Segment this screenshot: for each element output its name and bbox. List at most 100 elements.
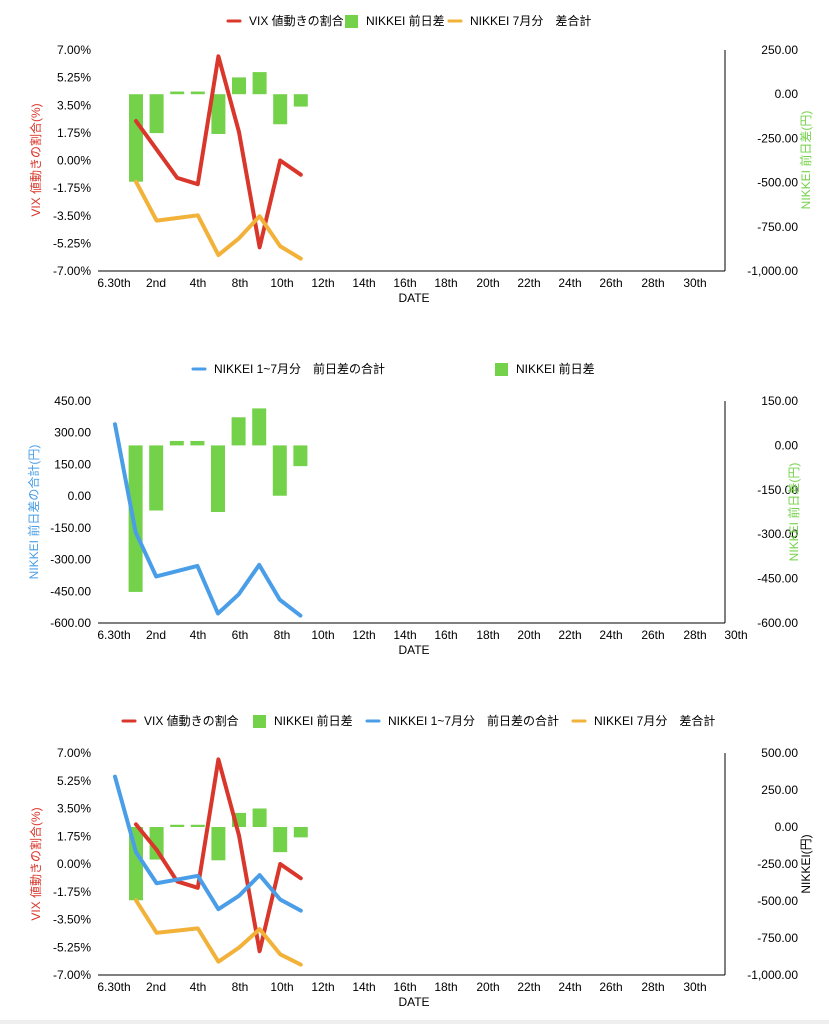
x-axis-title: DATE [398,995,429,1009]
y-left-tick-label: -600.00 [50,616,91,630]
y-left-tick-label: 450.00 [54,394,91,408]
x-axis-title: DATE [398,291,429,305]
x-tick-label: 28th [683,628,706,642]
x-tick-label: 14th [352,980,375,994]
bar-nikkei-diff [252,808,267,827]
x-axis-title: DATE [398,643,429,657]
x-tick-label: 26th [641,628,664,642]
x-tick-label: 2nd [146,980,166,994]
chart-3: VIX 値動きの割合 NIKKEI 前日差 NIKKEI 1~7月分 前日差の合計 N… [28,713,813,1009]
y-left-tick-label: 5.25% [57,71,91,85]
x-tick-label: 22th [517,276,540,290]
x-tick-label: 12th [311,276,334,290]
x-tick-label: 10th [270,276,293,290]
y-right-tick-label: 250.00 [761,43,798,57]
bar-nikkei-diff [252,72,267,95]
y-left-tick-label: 7.00% [57,43,91,57]
bar-nikkei-diff [231,417,246,446]
y-right-axis-title: NIKKEI 前日差(円) [798,111,813,210]
x-tick-label: 16th [393,980,416,994]
legend-label: NIKKEI 1~7月分 前日差の合計 [214,361,385,376]
y-left-tick-label: 3.50% [57,98,91,112]
y-left-tick-label: -300.00 [50,553,91,567]
x-tick-label: 18th [476,628,499,642]
x-tick-label: 28th [641,276,664,290]
y-right-tick-label: 500.00 [761,746,798,760]
x-tick-label: 8th [232,980,249,994]
x-tick-label: 4th [190,276,207,290]
y-right-tick-label: -450.00 [757,572,798,586]
x-tick-label: 10th [270,980,293,994]
legend-label: NIKKEI 前日差 [516,361,595,376]
y-left-axis-title: NIKKEI 前日差の合計(円) [26,445,41,580]
y-left-tick-label: 0.00 [68,489,92,503]
y-left-axis-title: VIX 値動きの割合(%) [28,103,43,216]
y-right-tick-label: 0.00 [775,820,799,834]
y-right-tick-label: -750.00 [757,931,798,945]
y-left-tick-label: -5.25% [53,236,91,250]
x-tick-label: 18th [434,276,457,290]
x-tick-label: 20th [517,628,540,642]
x-tick-label: 8th [274,628,291,642]
bar-nikkei-diff [190,91,205,95]
x-tick-label: 8th [232,276,249,290]
x-tick-label: 2nd [146,628,166,642]
page-bottom-border [0,1020,829,1024]
legend-label: NIKKEI 前日差 [274,713,353,728]
x-tick-label: 16th [393,276,416,290]
x-tick-label: 24th [599,628,622,642]
y-left-tick-label: 1.75% [57,829,91,843]
y-left-tick-label: 3.50% [57,802,91,816]
bar-nikkei-diff [252,408,267,446]
y-right-tick-label: -500.00 [757,894,798,908]
line-vix [134,54,303,250]
legend-label: VIX 値動きの割合 [249,13,344,28]
y-left-tick-label: -1.75% [53,885,91,899]
x-tick-label: 30th [724,628,747,642]
bar-nikkei-diff [232,77,246,95]
y-left-tick-label: 1.75% [57,126,91,140]
y-right-tick-label: 0.00 [775,438,799,452]
bar-nikkei-diff [170,824,185,827]
bar-nikkei-diff [211,827,226,861]
bar-nikkei-diff [293,445,308,467]
x-tick-label: 6th [232,628,249,642]
bar-nikkei-diff [211,445,225,512]
bar-nikkei-diff [211,94,226,134]
bar-nikkei-diff [129,94,143,182]
bar-nikkei-diff [190,440,205,446]
x-tick-label: 26th [599,980,622,994]
y-left-tick-label: -1.75% [53,181,91,195]
x-tick-label: 24th [558,276,581,290]
y-left-tick-label: 7.00% [57,746,91,760]
x-tick-label: 24th [558,980,581,994]
y-left-tick-label: 0.00% [57,857,91,871]
y-right-tick-label: -600.00 [757,616,798,630]
legend-swatch-bar [253,715,266,728]
y-right-tick-label: -250.00 [757,131,798,145]
x-tick-label: 22th [517,980,540,994]
bar-nikkei-diff [170,91,185,95]
y-left-tick-label: -3.50% [53,209,91,223]
x-tick-label: 12th [311,980,334,994]
y-left-axis-title: VIX 値動きの割合(%) [28,807,43,920]
y-right-tick-label: 250.00 [761,783,798,797]
y-right-tick-label: -1,000.00 [747,264,798,278]
x-tick-label: 28th [641,980,664,994]
y-left-tick-label: 5.25% [57,774,91,788]
bar-nikkei-diff [149,827,164,860]
y-left-tick-label: 0.00% [57,154,91,168]
legend: VIX 値動きの割合 NIKKEI 前日差 NIKKEI 1~7月分 前日差の合計 N… [121,713,715,728]
y-left-tick-label: -150.00 [50,521,91,535]
bar-nikkei-diff [149,94,164,134]
x-tick-label: 20th [476,980,499,994]
chart-2: NIKKEI 1~7月分 前日差の合計 NIKKEI 前日差 450.00 300.0… [26,361,801,657]
legend: VIX 値動きの割合 NIKKEI 前日差 NIKKEI 7月分 差合計 [226,13,591,28]
x-tick-label: 6.30th [97,276,130,290]
x-tick-label: 2nd [146,276,166,290]
bar-nikkei-diff [149,445,164,511]
y-right-tick-label: -750.00 [757,220,798,234]
y-left-tick-label: 150.00 [54,457,91,471]
x-tick-label: 18th [434,980,457,994]
y-left-tick-label: -5.25% [53,940,91,954]
